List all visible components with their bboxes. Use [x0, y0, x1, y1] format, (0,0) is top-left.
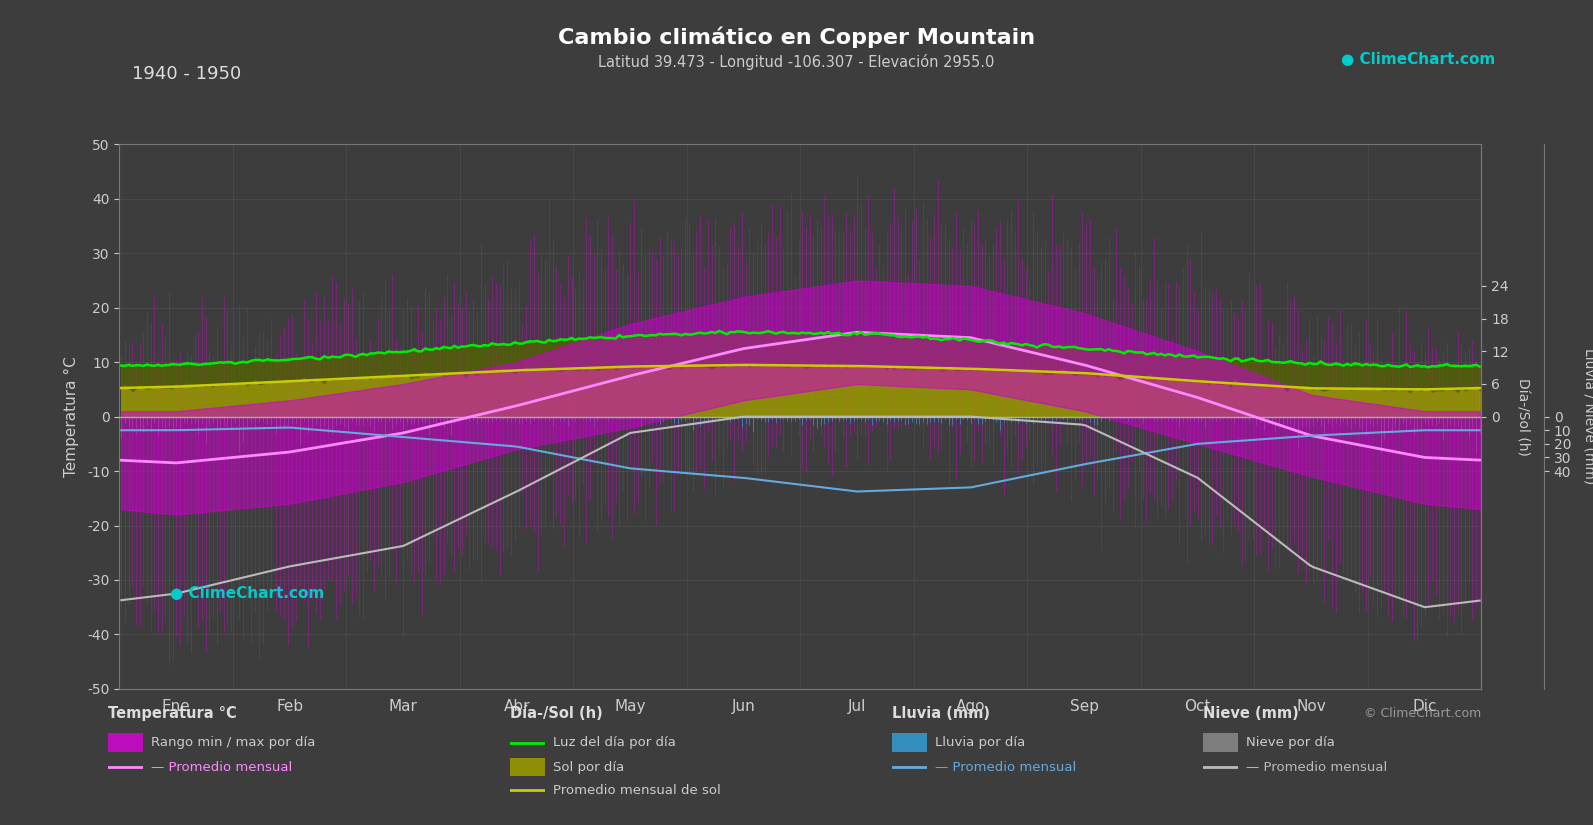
Text: Rango min / max por día: Rango min / max por día — [151, 736, 315, 749]
Text: © ClimeChart.com: © ClimeChart.com — [1364, 707, 1481, 720]
Y-axis label: Temperatura °C: Temperatura °C — [64, 356, 80, 477]
Text: Cambio climático en Copper Mountain: Cambio climático en Copper Mountain — [558, 26, 1035, 48]
Text: 1940 - 1950: 1940 - 1950 — [132, 65, 242, 83]
Y-axis label: Día-/Sol (h): Día-/Sol (h) — [1517, 378, 1529, 455]
Text: Latitud 39.473 - Longitud -106.307 - Elevación 2955.0: Latitud 39.473 - Longitud -106.307 - Ele… — [599, 54, 994, 70]
Text: Lluvia por día: Lluvia por día — [935, 736, 1026, 749]
Text: Promedio mensual de sol: Promedio mensual de sol — [553, 784, 720, 797]
Text: Luz del día por día: Luz del día por día — [553, 736, 675, 749]
Text: Lluvia (mm): Lluvia (mm) — [892, 706, 991, 721]
Y-axis label: Lluvia / Nieve (mm): Lluvia / Nieve (mm) — [1582, 348, 1593, 485]
Text: ● ClimeChart.com: ● ClimeChart.com — [1341, 52, 1494, 67]
Text: Nieve por día: Nieve por día — [1246, 736, 1335, 749]
Text: Sol por día: Sol por día — [553, 761, 624, 774]
Text: — Promedio mensual: — Promedio mensual — [1246, 761, 1388, 774]
Text: ● ClimeChart.com: ● ClimeChart.com — [170, 587, 323, 601]
Text: Temperatura °C: Temperatura °C — [108, 706, 237, 721]
Text: — Promedio mensual: — Promedio mensual — [935, 761, 1077, 774]
Text: Nieve (mm): Nieve (mm) — [1203, 706, 1298, 721]
Text: Día-/Sol (h): Día-/Sol (h) — [510, 706, 602, 721]
Text: — Promedio mensual: — Promedio mensual — [151, 761, 293, 774]
